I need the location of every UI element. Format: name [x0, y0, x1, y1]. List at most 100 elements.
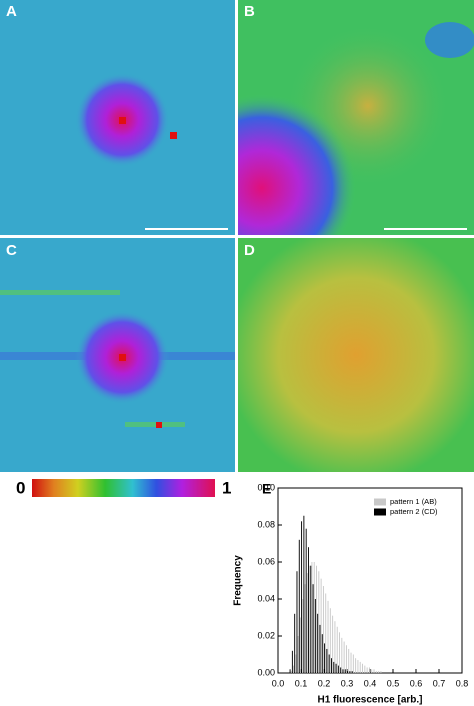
bar: [332, 615, 334, 673]
bar: [301, 521, 303, 673]
panel-label: B: [244, 3, 255, 20]
bar: [328, 654, 330, 673]
y-axis-label: Frequency: [233, 555, 244, 606]
x-tick-label: 0.6: [410, 678, 423, 688]
bar: [373, 669, 375, 673]
x-axis-label: H1 fluorescence [arb.]: [317, 695, 422, 706]
bar: [299, 617, 301, 673]
bar: [326, 648, 328, 673]
bar: [344, 669, 346, 673]
bar: [340, 667, 342, 673]
bar: [325, 593, 327, 673]
y-tick-label: 0.08: [257, 519, 275, 529]
bar: [295, 654, 297, 673]
y-tick-label: 0.04: [257, 593, 275, 603]
bar: [347, 671, 349, 673]
panel-label: C: [6, 242, 17, 259]
x-tick-label: 0.8: [456, 678, 469, 688]
bar: [348, 648, 350, 673]
bar: [321, 634, 323, 673]
bar: [296, 571, 298, 673]
bar: [290, 671, 292, 673]
bar: [331, 658, 332, 673]
bar: [343, 641, 345, 673]
bar: [305, 528, 307, 673]
colorbar: [32, 479, 215, 497]
bar: [324, 643, 326, 673]
bar: [359, 661, 361, 673]
bar: [335, 663, 337, 673]
bar: [352, 654, 354, 673]
bar: [337, 665, 339, 673]
bar: [322, 586, 324, 673]
y-tick-label: 0.02: [257, 630, 275, 640]
bar: [345, 645, 347, 673]
panel-label: E: [262, 481, 271, 497]
panel-b: [238, 0, 474, 235]
x-tick-label: 0.4: [364, 678, 377, 688]
bar: [289, 669, 291, 673]
panel-d: [238, 238, 474, 472]
panel-a: [0, 0, 235, 235]
bar: [297, 636, 299, 673]
x-tick-label: 0.1: [295, 678, 308, 688]
bar: [366, 667, 368, 673]
bar: [329, 608, 331, 673]
bar: [310, 565, 312, 673]
bar: [351, 671, 353, 673]
bar: [342, 669, 344, 673]
bar: [375, 671, 377, 673]
bar: [378, 671, 380, 673]
bar: [316, 565, 317, 673]
bar: [306, 573, 308, 673]
x-tick-label: 0.3: [341, 678, 354, 688]
bar: [368, 667, 370, 673]
bar: [308, 547, 309, 673]
bar: [291, 650, 293, 673]
histogram: 0.0 0.1 0.2 0.3 0.4 0.5 0.6 0.7 0.8 0.00 0.02 0.04 0…: [233, 482, 469, 705]
bar: [339, 632, 340, 673]
x-tick-label: 0.0: [272, 678, 285, 688]
bar: [350, 652, 352, 673]
bar: [327, 600, 329, 673]
bar: [320, 578, 322, 673]
colorbar-max: 1: [222, 478, 231, 497]
bar: [302, 599, 304, 673]
bar: [303, 515, 305, 673]
x-tick-label: 0.7: [433, 678, 446, 688]
bar: [364, 665, 366, 673]
legend-swatch: [374, 498, 386, 506]
bar: [357, 660, 359, 673]
bar: [334, 621, 336, 673]
y-tick-label: 0.10: [257, 482, 275, 492]
bar: [309, 565, 311, 673]
bar: [312, 584, 314, 673]
bar: [362, 663, 363, 673]
bar: [293, 665, 294, 673]
bar: [349, 671, 351, 673]
bar: [304, 584, 306, 673]
legend-label: pattern 2 (CD): [390, 507, 438, 516]
x-tick-label: 0.5: [387, 678, 400, 688]
bar: [355, 658, 357, 673]
panel-label: D: [244, 242, 255, 259]
x-tick-label: 0.2: [318, 678, 331, 688]
bar: [319, 624, 321, 673]
legend-label: pattern 1 (AB): [390, 497, 437, 506]
bar: [318, 571, 320, 673]
y-tick-label: 0.00: [257, 667, 275, 677]
y-tick-label: 0.06: [257, 556, 275, 566]
bar: [298, 539, 300, 673]
bar: [380, 671, 382, 673]
bar: [311, 562, 313, 673]
bar: [294, 613, 296, 673]
legend-swatch: [374, 508, 386, 516]
bar: [314, 599, 316, 673]
bar: [371, 669, 373, 673]
bar: [341, 637, 343, 673]
bar: [336, 626, 338, 673]
bar: [317, 613, 319, 673]
bar: [313, 562, 315, 673]
panel-c: [0, 238, 235, 472]
